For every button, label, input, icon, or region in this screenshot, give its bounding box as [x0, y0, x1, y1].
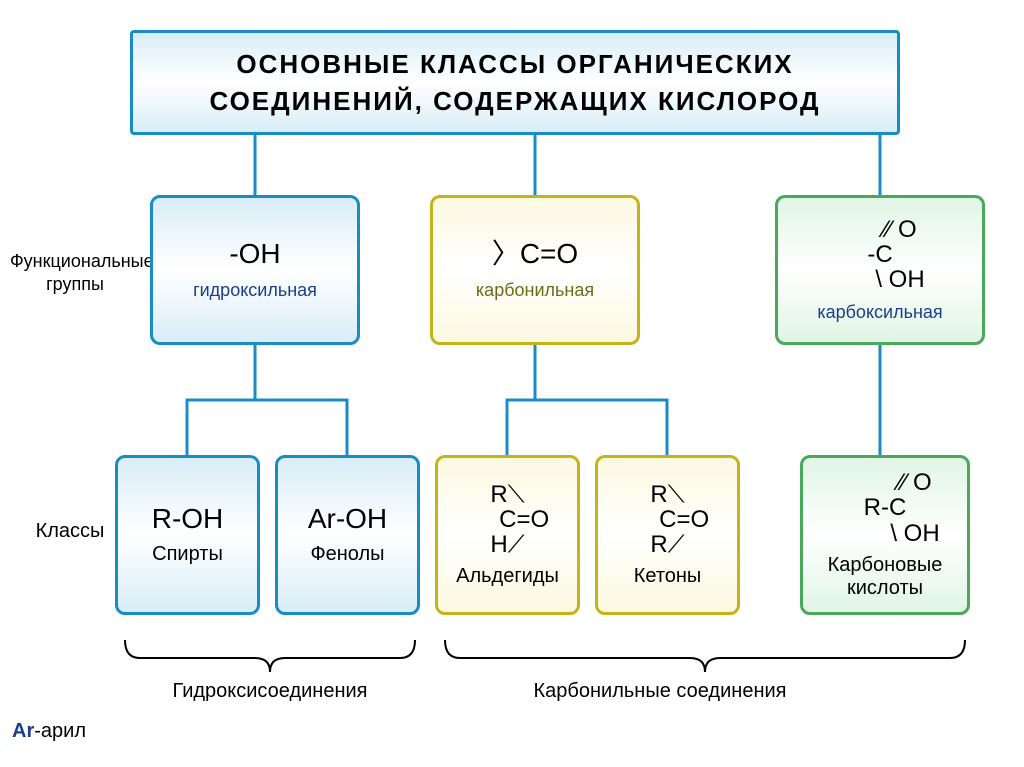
- class-name-label: Спирты: [152, 543, 223, 566]
- side-label-classes: Классы: [10, 520, 130, 543]
- functional-group-box-carboxyl: ⁄⁄ O -C \ OH карбоксильная: [775, 195, 985, 345]
- bottom-group-label-1: Карбонильные соединения: [500, 680, 820, 703]
- class-formula: R-OH: [152, 504, 224, 535]
- functional-group-formula: -OH: [229, 239, 280, 270]
- side-label-ar-aryl: Ar-арил: [12, 720, 86, 743]
- ar-suffix: -арил: [34, 720, 86, 742]
- class-box-carboxylic_acids: ⁄⁄ O R-C \ OH Карбоновые кислоты: [800, 455, 970, 615]
- class-formula: Ar-OH: [308, 504, 387, 535]
- class-formula: R⟍ C=O R⟋: [626, 482, 709, 558]
- class-formula: ⁄⁄ O R-C \ OH: [830, 470, 939, 546]
- ar-prefix: Ar: [12, 720, 34, 742]
- bottom-group-label-0: Гидроксисоединения: [150, 680, 390, 703]
- class-name-label: Карбоновые кислоты: [803, 554, 967, 600]
- side-label-functional: Функциональные группы: [10, 250, 140, 297]
- functional-group-box-carbonyl: 〉C=O карбонильная: [430, 195, 640, 345]
- main-title-box: ОСНОВНЫЕ КЛАССЫ ОРГАНИЧЕСКИХ СОЕДИНЕНИЙ,…: [130, 30, 900, 135]
- functional-group-box-hydroxyl: -OH гидроксильная: [150, 195, 360, 345]
- class-box-aldehydes: R⟍ C=O H⟋ Альдегиды: [435, 455, 580, 615]
- main-title-text: ОСНОВНЫЕ КЛАССЫ ОРГАНИЧЕСКИХ СОЕДИНЕНИЙ,…: [133, 46, 897, 119]
- class-name-label: Фенолы: [310, 543, 384, 566]
- functional-group-name: гидроксильная: [193, 280, 317, 301]
- class-formula: R⟍ C=O H⟋: [466, 482, 549, 558]
- functional-group-formula: ⁄⁄ O -C \ OH: [835, 217, 924, 293]
- functional-group-name: карбонильная: [476, 280, 594, 301]
- class-name-label: Кетоны: [634, 565, 702, 588]
- class-name-label: Альдегиды: [456, 565, 559, 588]
- class-box-ketones: R⟍ C=O R⟋ Кетоны: [595, 455, 740, 615]
- functional-group-formula: 〉C=O: [492, 239, 578, 270]
- functional-group-name: карбоксильная: [817, 302, 942, 323]
- class-box-alcohols: R-OH Спирты: [115, 455, 260, 615]
- class-box-phenols: Ar-OH Фенолы: [275, 455, 420, 615]
